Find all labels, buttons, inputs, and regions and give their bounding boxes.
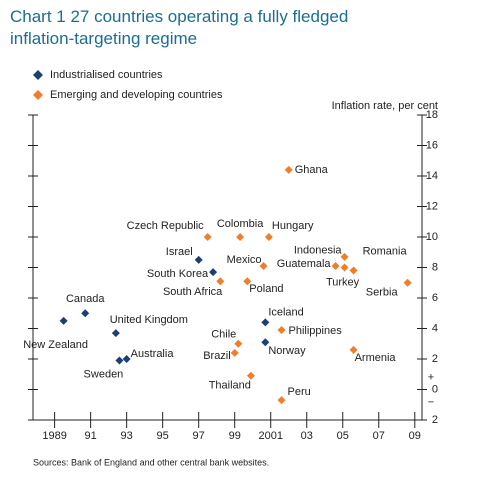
point [59, 316, 68, 325]
point [264, 233, 273, 241]
y-tick-label: 2 [432, 414, 438, 426]
x-tick-label: 09 [409, 430, 421, 442]
point-label: Chile [211, 329, 236, 341]
legend-label: Industrialised countries [50, 69, 163, 81]
point-label: Poland [249, 283, 283, 295]
point [403, 278, 412, 287]
x-tick-label: 95 [157, 430, 169, 442]
point-label: Czech Republic [127, 220, 205, 232]
axis-sign: − [428, 396, 434, 408]
x-tick-label: 05 [337, 430, 349, 442]
point-label: Ghana [295, 164, 329, 176]
x-tick-label: 03 [301, 430, 313, 442]
point-label: South Korea [147, 268, 209, 280]
point [340, 263, 349, 272]
point-label: Mexico [227, 254, 262, 266]
point-label: Iceland [268, 306, 303, 318]
point-label: Norway [268, 345, 306, 357]
point [340, 252, 349, 261]
point-label: United Kingdom [110, 314, 188, 326]
x-tick-label: 91 [85, 430, 97, 442]
point [349, 266, 358, 275]
point [284, 165, 293, 174]
x-tick-label: 93 [121, 430, 133, 442]
y-tick-label: 14 [426, 170, 438, 182]
chart-title: Chart 1 27 countries operating a fully f… [10, 7, 348, 26]
point-label: Indonesia [294, 245, 343, 257]
point [261, 318, 270, 327]
point-label: Canada [66, 293, 105, 305]
legend-marker [33, 70, 43, 80]
point [230, 348, 239, 357]
point [261, 338, 270, 347]
point [277, 396, 286, 405]
point [234, 339, 243, 348]
point [122, 355, 131, 363]
point [277, 326, 286, 335]
chart-title: inflation-targeting regime [10, 29, 197, 48]
y-tick-label: 6 [432, 292, 438, 304]
point-label: Israel [166, 246, 193, 258]
point [331, 261, 340, 270]
y-tick-label: 10 [426, 231, 438, 243]
point-label: Romania [363, 245, 408, 257]
y-tick-label: 8 [432, 261, 438, 273]
x-tick-label: 99 [229, 430, 241, 442]
point [216, 277, 225, 286]
point-label: Philippines [289, 325, 343, 337]
point-label: Armenia [355, 352, 397, 364]
point [243, 277, 252, 286]
y-tick-label: 18 [426, 109, 438, 121]
point-label: South Africa [163, 286, 223, 298]
point [246, 371, 255, 380]
point-label: Peru [288, 386, 311, 398]
y-tick-label: 16 [426, 139, 438, 151]
point-label: Australia [131, 348, 175, 360]
point [349, 345, 358, 354]
source: Sources: Bank of England and other centr… [33, 457, 269, 467]
y-axis-label: Inflation rate, per cent [332, 100, 438, 112]
x-tick-label: 1989 [42, 430, 66, 442]
point-label: Colombia [217, 218, 264, 230]
point-label: Brazil [203, 350, 231, 362]
point [209, 268, 218, 277]
y-tick-label: 12 [426, 200, 438, 212]
y-tick-label: 2 [432, 353, 438, 365]
point [111, 329, 120, 338]
point-label: Sweden [84, 368, 124, 380]
point-label: New Zealand [23, 339, 88, 351]
point [194, 255, 203, 264]
point-label: Thailand [209, 380, 251, 392]
axis-sign: + [428, 371, 434, 383]
point [81, 309, 90, 318]
x-tick-label: 2001 [258, 430, 282, 442]
y-tick-label: 4 [432, 322, 438, 334]
legend-label: Emerging and developing countries [50, 89, 223, 101]
point [115, 356, 124, 365]
point-label: Serbia [366, 287, 399, 299]
point [203, 233, 212, 241]
point [236, 233, 245, 241]
legend-marker [33, 90, 43, 100]
point-label: Hungary [272, 220, 314, 232]
point-label: Guatemala [277, 258, 332, 270]
point-label: Turkey [326, 276, 360, 288]
y-tick-label: 0 [432, 383, 438, 395]
x-tick-label: 07 [373, 430, 385, 442]
point [259, 261, 268, 270]
x-tick-label: 97 [193, 430, 205, 442]
